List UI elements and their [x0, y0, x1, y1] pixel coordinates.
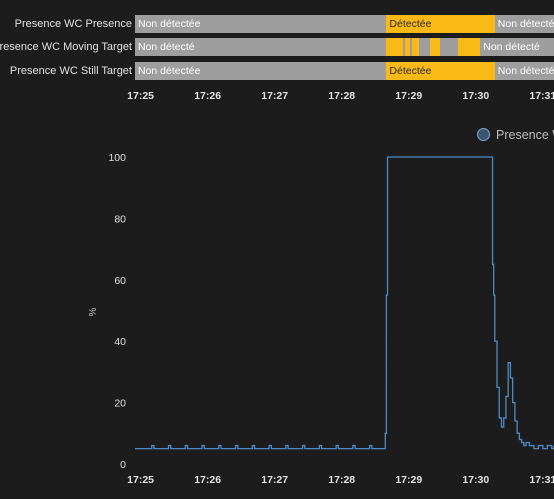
timeline-segment-off[interactable]: Non détectée	[135, 15, 387, 33]
y-tick-label: 80	[114, 213, 126, 225]
y-tick-label: 0	[120, 459, 126, 471]
y-tick-label: 60	[114, 275, 126, 287]
x-tick-label: 17:27	[261, 474, 288, 486]
timeline-label: Presence WC Still Target	[9, 65, 132, 77]
timeline-segment-off[interactable]: Non détectée	[135, 62, 387, 80]
timeline-tick: 17:29	[395, 90, 423, 102]
timeline-segment-off[interactable]	[418, 38, 430, 56]
timeline-segment-off[interactable]	[409, 38, 413, 56]
timeline-segment-on[interactable]	[457, 38, 481, 56]
timeline-tick: 17:31	[529, 90, 554, 102]
timeline-segment-on[interactable]	[412, 38, 419, 56]
state-timeline: Presence WC Presence Non détectée Détecté…	[0, 0, 554, 110]
timeline-segment-off[interactable]	[440, 38, 458, 56]
timeline-segment-off[interactable]: Non détecté	[135, 38, 387, 56]
chart-legend[interactable]: Presence W	[477, 128, 554, 146]
timeline-row-presence[interactable]: Presence WC Presence Non détectée Détecté…	[0, 15, 554, 33]
legend-label: Presence W	[496, 128, 554, 142]
timeline-bar[interactable]: Non détecté Non détecté	[135, 38, 554, 56]
x-tick-label: 17:31	[529, 474, 554, 486]
x-tick-label: 17:26	[194, 474, 221, 486]
legend-swatch-icon	[477, 128, 490, 141]
timeline-tick: 17:25	[127, 90, 155, 102]
history-line-chart[interactable]: 0 20 40 60 80 100 17:25 17:26 17:27 17:28 17:29 17…	[0, 120, 554, 499]
y-axis-label: %	[88, 307, 99, 316]
timeline-label: Presence WC Moving Target	[0, 41, 132, 53]
timeline-segment-off[interactable]: Non détectée	[494, 15, 554, 33]
timeline-tick: 17:30	[462, 90, 490, 102]
series-line	[135, 156, 554, 450]
timeline-row-moving-target[interactable]: Presence WC Moving Target Non détecté Non…	[0, 38, 554, 56]
timeline-label: Presence WC Presence	[14, 18, 132, 30]
timeline-tick: 17:27	[261, 90, 289, 102]
timeline-segment-off[interactable]: Non détectée	[494, 62, 554, 80]
timeline-row-still-target[interactable]: Presence WC Still Target Non détectée Dét…	[0, 62, 554, 80]
timeline-time-axis: 17:25 17:26 17:27 17:28 17:29 17:30 17:3…	[0, 90, 554, 106]
timeline-tick: 17:28	[328, 90, 356, 102]
y-tick-label: 20	[114, 398, 126, 410]
timeline-segment-on[interactable]: Détectée	[386, 15, 495, 33]
x-tick-label: 17:30	[462, 474, 489, 486]
y-tick-label: 100	[108, 152, 126, 164]
timeline-segment-on[interactable]: Détectée	[386, 62, 495, 80]
y-tick-label: 40	[114, 336, 126, 348]
x-tick-label: 17:29	[395, 474, 422, 486]
timeline-segment-on[interactable]	[386, 38, 404, 56]
x-tick-label: 17:28	[328, 474, 355, 486]
timeline-segment-off[interactable]	[403, 38, 407, 56]
x-tick-label: 17:25	[127, 474, 154, 486]
timeline-segment-on[interactable]	[429, 38, 441, 56]
timeline-tick: 17:26	[194, 90, 222, 102]
timeline-segment-on[interactable]	[405, 38, 410, 56]
timeline-segment-off[interactable]: Non détecté	[480, 38, 554, 56]
